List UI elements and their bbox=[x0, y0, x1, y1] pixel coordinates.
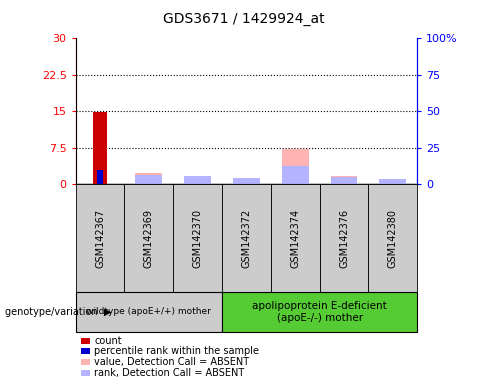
Bar bbox=[93, 113, 107, 184]
Text: value, Detection Call = ABSENT: value, Detection Call = ABSENT bbox=[94, 357, 249, 367]
Bar bbox=[380, 179, 407, 184]
Bar bbox=[282, 166, 309, 184]
Bar bbox=[233, 178, 260, 184]
Bar bbox=[331, 177, 358, 184]
Text: GSM142370: GSM142370 bbox=[193, 209, 203, 268]
Text: GSM142372: GSM142372 bbox=[242, 209, 251, 268]
Bar bbox=[331, 176, 358, 184]
Text: GSM142369: GSM142369 bbox=[144, 209, 154, 268]
Bar bbox=[380, 180, 407, 184]
Text: GSM142374: GSM142374 bbox=[290, 209, 300, 268]
Text: GSM142367: GSM142367 bbox=[95, 209, 105, 268]
Bar bbox=[184, 176, 211, 184]
Bar bbox=[184, 177, 211, 184]
Bar bbox=[233, 178, 260, 184]
Bar bbox=[282, 149, 309, 184]
Bar bbox=[136, 174, 163, 184]
Text: wildtype (apoE+/+) mother: wildtype (apoE+/+) mother bbox=[86, 308, 211, 316]
Text: apolipoprotein E-deficient
(apoE-/-) mother: apolipoprotein E-deficient (apoE-/-) mot… bbox=[252, 301, 387, 323]
Text: genotype/variation  ▶: genotype/variation ▶ bbox=[5, 307, 111, 317]
Bar bbox=[136, 175, 163, 184]
Bar bbox=[97, 170, 103, 184]
Text: count: count bbox=[94, 336, 122, 346]
Text: GSM142380: GSM142380 bbox=[388, 209, 398, 268]
Text: percentile rank within the sample: percentile rank within the sample bbox=[94, 346, 259, 356]
Text: GDS3671 / 1429924_at: GDS3671 / 1429924_at bbox=[163, 12, 325, 25]
Text: rank, Detection Call = ABSENT: rank, Detection Call = ABSENT bbox=[94, 368, 244, 378]
Text: GSM142376: GSM142376 bbox=[339, 209, 349, 268]
